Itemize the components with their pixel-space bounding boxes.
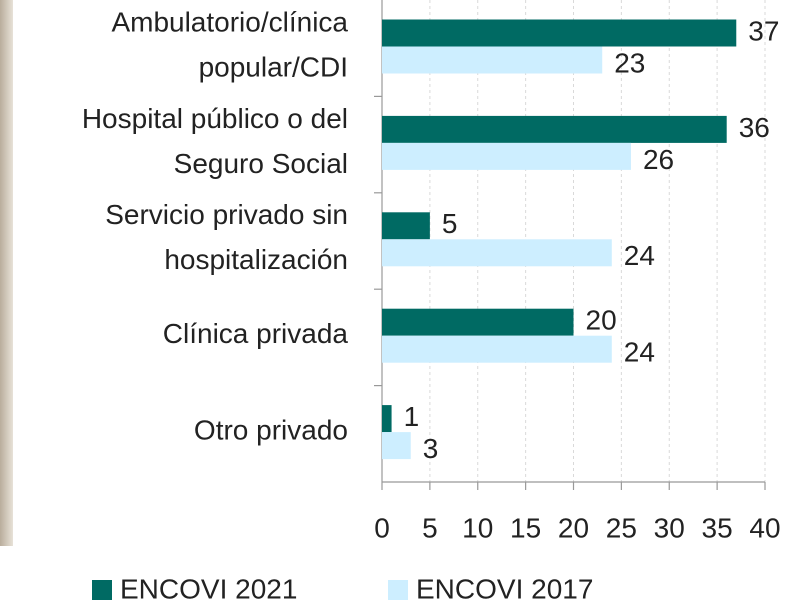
legend-swatch — [92, 580, 112, 600]
x-tick-label: 5 — [422, 512, 438, 543]
value-label: 37 — [748, 15, 779, 46]
legend-swatch — [388, 580, 408, 600]
value-label: 24 — [624, 240, 655, 271]
bar — [382, 239, 612, 267]
y-tick-label: Ambulatorio/clínica — [111, 6, 348, 37]
bar — [382, 405, 392, 433]
x-tick-label: 0 — [374, 512, 390, 543]
value-label: 26 — [643, 144, 674, 175]
value-label: 1 — [404, 401, 420, 432]
bar — [382, 432, 411, 460]
bar — [382, 46, 603, 74]
value-label: 23 — [614, 47, 645, 78]
y-tick-label: popular/CDI — [199, 51, 348, 82]
y-tick-label: Seguro Social — [174, 148, 348, 179]
value-label: 36 — [739, 112, 770, 143]
bar — [382, 335, 612, 363]
bar — [382, 142, 631, 170]
x-tick-label: 40 — [749, 512, 780, 543]
value-label: 24 — [624, 337, 655, 368]
legend-label: ENCOVI 2017 — [416, 573, 593, 604]
y-tick-label: Hospital público o del — [82, 103, 348, 134]
x-tick-label: 25 — [606, 512, 637, 543]
value-label: 3 — [423, 433, 439, 464]
x-tick-label: 30 — [654, 512, 685, 543]
x-tick-label: 35 — [702, 512, 733, 543]
x-tick-label: 10 — [462, 512, 493, 543]
x-tick-label: 20 — [558, 512, 589, 543]
legend-label: ENCOVI 2021 — [120, 573, 297, 604]
bar — [382, 115, 727, 143]
value-label: 20 — [586, 305, 617, 336]
y-tick-label: Servicio privado sin — [105, 199, 348, 230]
value-label: 5 — [442, 208, 458, 239]
x-tick-label: 15 — [510, 512, 541, 543]
y-tick-label: hospitalización — [164, 244, 348, 275]
bar — [382, 308, 574, 336]
y-tick-label: Otro privado — [194, 414, 348, 445]
photo-edge — [0, 0, 13, 546]
bar — [382, 19, 737, 47]
y-tick-label: Clínica privada — [163, 318, 349, 349]
bar — [382, 212, 430, 240]
